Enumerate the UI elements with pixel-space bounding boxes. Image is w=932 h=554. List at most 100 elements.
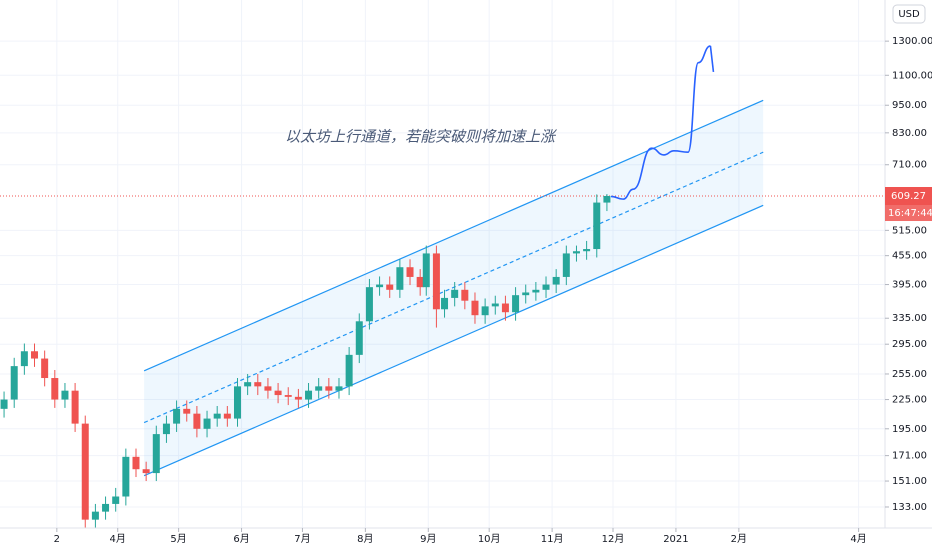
y-tick-label: 455.00 [892,251,927,262]
x-tick-label: 2021 [663,534,688,545]
candle-body [173,408,181,424]
candle-body [264,386,272,391]
price-label: 609.27 [891,191,926,202]
projection-path [610,45,711,200]
candle-body [325,386,333,391]
candle-body [41,358,49,379]
candle-body [345,354,353,387]
candle-body [441,297,449,310]
candle-body [305,390,313,400]
axes: 1300.00 1100.00 950.00 830.00 710.00 515.00 45… [54,36,932,545]
candle-body [223,413,231,419]
candle-body [193,413,201,429]
x-tick-label: 4月 [850,533,866,545]
y-tick-label: 255.00 [892,369,927,380]
candle-body [532,289,540,293]
candle-body [102,503,110,512]
grid [0,0,885,528]
candles [0,45,715,528]
candle-body [335,386,343,391]
x-tick-label: 12月 [602,533,625,545]
y-tick-label: 710.00 [892,160,927,171]
candle-body [71,390,79,424]
candle-body [451,289,459,298]
candle-body [386,284,394,290]
candle-body [51,378,59,400]
candle-body [122,456,130,497]
candle-body [365,287,373,322]
candle-body [162,423,170,435]
y-tick-label: 950.00 [892,100,927,111]
candle-body [0,399,8,409]
candle-body [512,295,520,313]
candle-body [294,396,302,400]
candle-body [432,253,440,310]
countdown-bg [885,205,932,222]
x-tick-label: 9月 [420,533,436,545]
candle-body [522,292,530,296]
candle-body [244,382,252,387]
candle-body [233,386,241,419]
arrow-head [709,45,715,73]
candle-body [142,469,150,474]
candle-body [284,395,292,397]
candle-body [31,351,39,359]
candle-body [274,390,282,396]
candle-body [603,196,611,203]
y-tick-label: 295.00 [892,339,927,350]
candle-body [583,249,591,252]
channel-line [143,204,764,477]
price-label-bg [885,187,932,206]
x-tick-label: 7月 [294,533,310,545]
candle-body [542,284,550,290]
y-tick-label: 225.00 [892,395,927,406]
y-tick-label: 335.00 [892,313,927,324]
candle-body [254,382,262,387]
candle-body [461,289,469,301]
candle-body [183,408,191,414]
candle-body [422,253,430,288]
candle-body [10,366,18,400]
currency-label[interactable]: USD [898,9,920,20]
y-tick-label: 151.00 [892,476,927,487]
candle-body [416,276,424,288]
candle-body [572,251,580,254]
x-tick-label: 11月 [541,533,564,545]
annotation: 以太坊上行通道，若能突破则将加速上涨 [285,128,557,146]
y-tick-label: 395.00 [892,280,927,291]
x-tick-label: 6月 [233,533,249,545]
candle-body [152,434,160,474]
candle-body [315,386,323,391]
currency-button[interactable] [892,4,926,24]
countdown-label: 16:47:44 [888,208,932,219]
x-tick-label: 8月 [357,533,373,545]
candle-body [213,413,221,419]
x-tick-label: 5月 [170,533,186,545]
candle-body [61,390,69,400]
candle-body [376,284,384,288]
y-tick-label: 133.00 [892,502,927,513]
y-tick-label: 1300.00 [892,36,932,47]
y-tick-label: 1100.00 [892,70,932,81]
candle-body [91,511,99,520]
candle-body [203,418,211,429]
candle-body [501,303,509,313]
y-tick-label: 515.00 [892,225,927,236]
x-tick-label: 2月 [731,533,747,545]
y-tick-label: 171.00 [892,451,927,462]
y-tick-label: 830.00 [892,128,927,139]
candle-body [112,496,120,504]
y-tick-label: 195.00 [892,424,927,435]
candle-body [593,202,601,250]
x-tick-label: 2 [54,534,60,545]
channel [0,99,885,477]
candle-body [81,423,89,520]
x-tick-label: 4月 [110,533,126,545]
candle-body [406,267,414,277]
candle-body [552,276,560,285]
channel-line [143,99,764,372]
x-tick-label: 10月 [478,533,501,545]
candle-body [562,253,570,277]
candle-body [491,303,499,307]
